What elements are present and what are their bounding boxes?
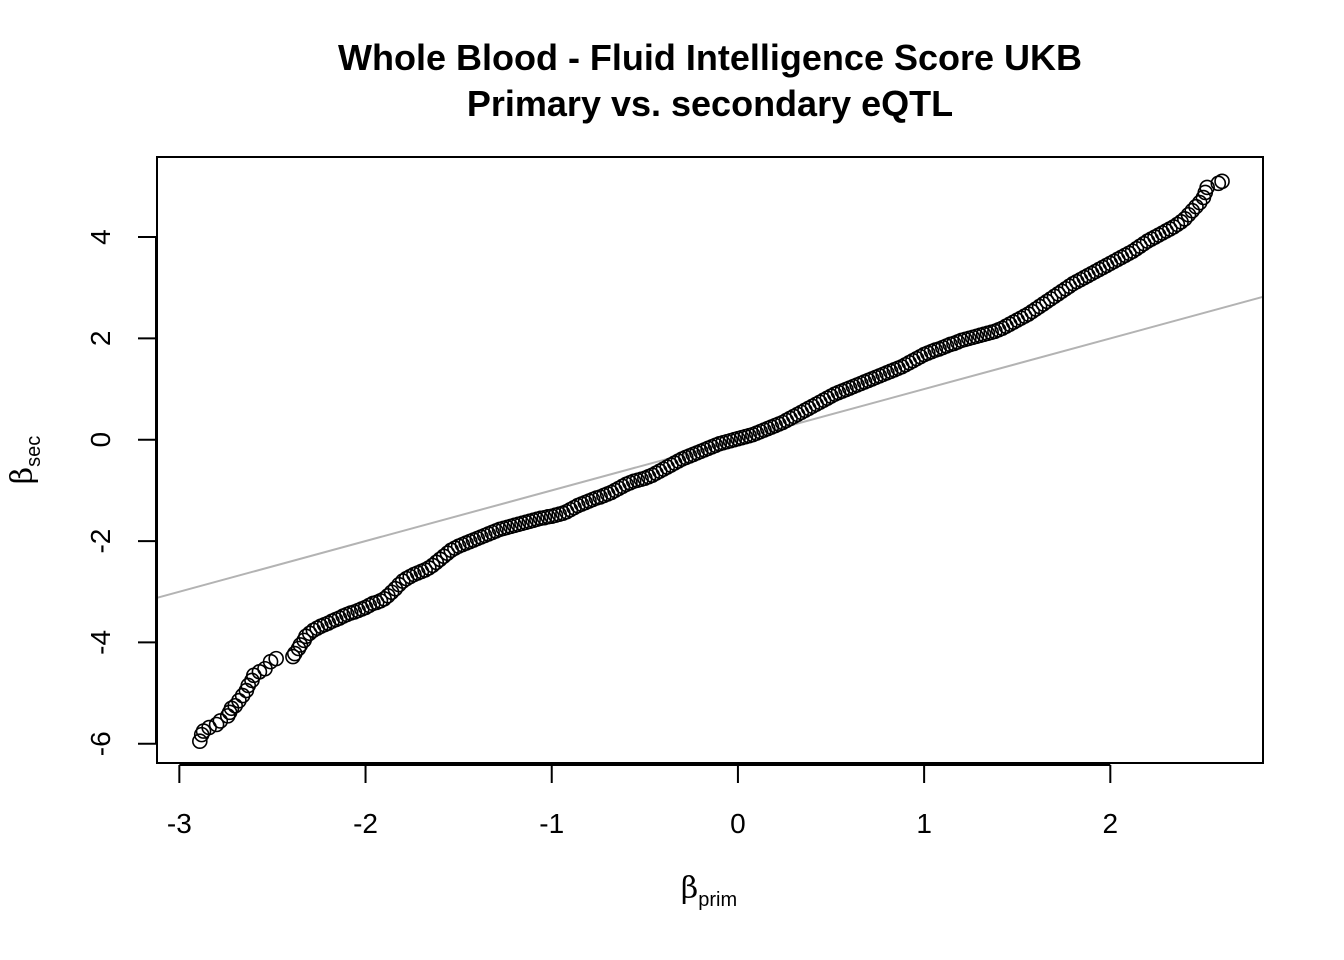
y-axis-label-subscript: sec xyxy=(23,436,45,467)
x-tick-label: -1 xyxy=(539,808,564,839)
data-point xyxy=(208,716,225,733)
x-tick-label: 0 xyxy=(730,808,746,839)
x-tick-label: 1 xyxy=(916,808,932,839)
data-point xyxy=(268,650,284,667)
x-tick-label: 2 xyxy=(1103,808,1119,839)
points-layer xyxy=(192,173,1230,750)
data-point xyxy=(1214,173,1230,190)
data-point xyxy=(285,648,301,665)
data-point xyxy=(192,733,208,750)
x-axis-label-subscript: prim xyxy=(698,889,737,911)
data-point xyxy=(292,637,309,653)
data-point xyxy=(227,697,243,714)
data-point xyxy=(231,692,247,709)
x-tick-label: -2 xyxy=(353,808,378,839)
y-axis-label: βsec xyxy=(5,436,45,484)
x-tick-label: -3 xyxy=(167,808,192,839)
y-tick-label: -4 xyxy=(85,630,116,655)
y-tick-label: 2 xyxy=(85,331,116,347)
reference-line xyxy=(156,295,1264,599)
y-tick-label: 0 xyxy=(85,432,116,448)
x-axis-label: βprim xyxy=(681,871,737,911)
chart-title: Whole Blood - Fluid Intelligence Score U… xyxy=(338,37,1082,78)
x-axis: -3 -2 -1 0 1 2 xyxy=(167,764,1119,839)
y-axis: -6 -4 -2 0 2 4 xyxy=(85,229,157,756)
reference-line-layer xyxy=(156,295,1264,599)
y-tick-label: -2 xyxy=(85,529,116,554)
data-point xyxy=(286,645,303,662)
data-point xyxy=(1199,179,1215,196)
chart-subtitle: Primary vs. secondary eQTL xyxy=(467,83,953,124)
x-axis-label-symbol: β xyxy=(681,871,698,906)
y-tick-label: 4 xyxy=(85,229,116,245)
y-axis-label-symbol: β xyxy=(5,467,40,484)
data-point xyxy=(201,719,217,736)
y-tick-label: -6 xyxy=(85,731,116,756)
